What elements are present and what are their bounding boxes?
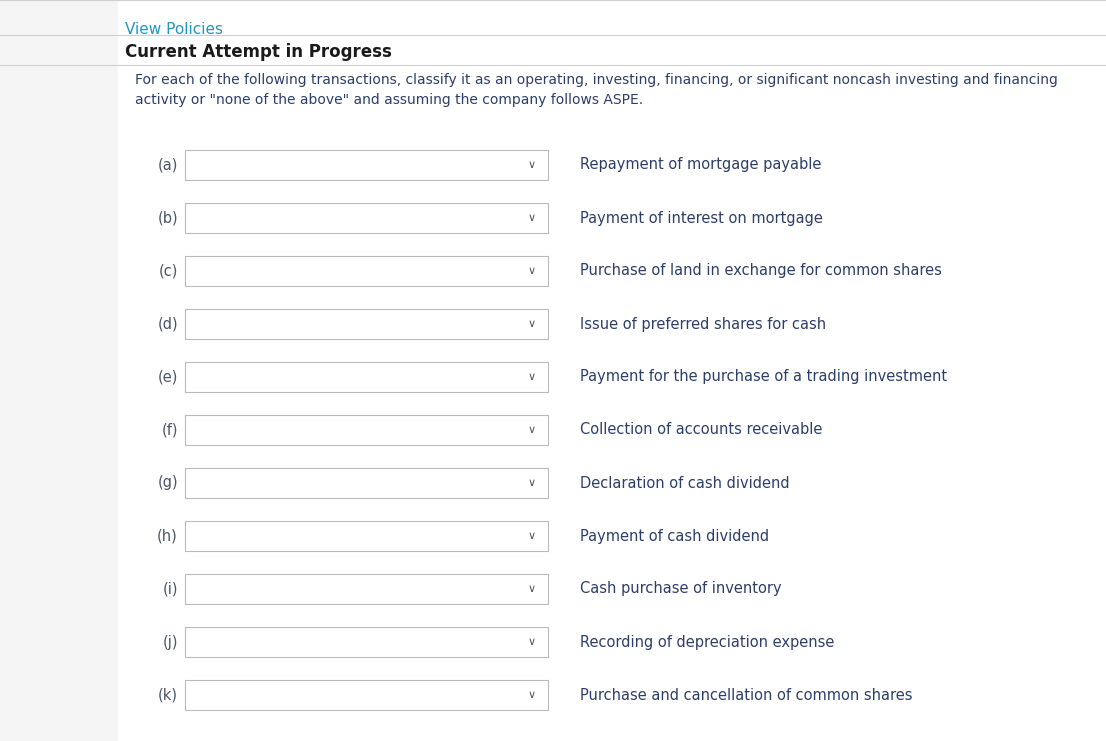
Text: (e): (e) (158, 370, 178, 385)
Text: activity or "none of the above" and assuming the company follows ASPE.: activity or "none of the above" and assu… (135, 93, 643, 107)
Text: (i): (i) (163, 582, 178, 597)
Text: (g): (g) (157, 476, 178, 491)
Text: ∨: ∨ (528, 425, 536, 435)
Text: View Policies: View Policies (125, 22, 223, 37)
Text: (b): (b) (157, 210, 178, 225)
Text: ∨: ∨ (528, 478, 536, 488)
Bar (0, 0, 118, 741)
Text: ∨: ∨ (528, 372, 536, 382)
Bar (185, 627, 547, 657)
Text: Purchase of land in exchange for common shares: Purchase of land in exchange for common … (580, 264, 942, 279)
Text: Payment for the purchase of a trading investment: Payment for the purchase of a trading in… (580, 370, 947, 385)
Bar (185, 574, 547, 604)
Text: Issue of preferred shares for cash: Issue of preferred shares for cash (580, 316, 826, 331)
Text: For each of the following transactions, classify it as an operating, investing, : For each of the following transactions, … (135, 73, 1057, 87)
Text: ∨: ∨ (528, 584, 536, 594)
Text: (f): (f) (161, 422, 178, 437)
Bar (185, 362, 547, 392)
Text: Payment of cash dividend: Payment of cash dividend (580, 528, 769, 543)
Bar (185, 256, 547, 286)
Text: Recording of depreciation expense: Recording of depreciation expense (580, 634, 834, 650)
Text: ∨: ∨ (528, 266, 536, 276)
Bar (185, 680, 547, 710)
Bar (185, 309, 547, 339)
Text: (a): (a) (158, 158, 178, 173)
Text: (c): (c) (158, 264, 178, 279)
Text: Declaration of cash dividend: Declaration of cash dividend (580, 476, 790, 491)
Bar (185, 521, 547, 551)
Text: (h): (h) (157, 528, 178, 543)
Text: ∨: ∨ (528, 160, 536, 170)
Bar (185, 150, 547, 180)
Text: ∨: ∨ (528, 690, 536, 700)
Text: ∨: ∨ (528, 319, 536, 329)
Text: Current Attempt in Progress: Current Attempt in Progress (125, 43, 392, 61)
Text: ∨: ∨ (528, 213, 536, 223)
Text: (k): (k) (158, 688, 178, 702)
Text: Purchase and cancellation of common shares: Purchase and cancellation of common shar… (580, 688, 912, 702)
Text: Collection of accounts receivable: Collection of accounts receivable (580, 422, 823, 437)
Bar (185, 415, 547, 445)
Text: ∨: ∨ (528, 637, 536, 647)
Text: Repayment of mortgage payable: Repayment of mortgage payable (580, 158, 822, 173)
Bar (185, 468, 547, 498)
Text: (d): (d) (157, 316, 178, 331)
Text: Payment of interest on mortgage: Payment of interest on mortgage (580, 210, 823, 225)
Text: Cash purchase of inventory: Cash purchase of inventory (580, 582, 782, 597)
Bar (185, 203, 547, 233)
Text: ∨: ∨ (528, 531, 536, 541)
Text: (j): (j) (163, 634, 178, 650)
